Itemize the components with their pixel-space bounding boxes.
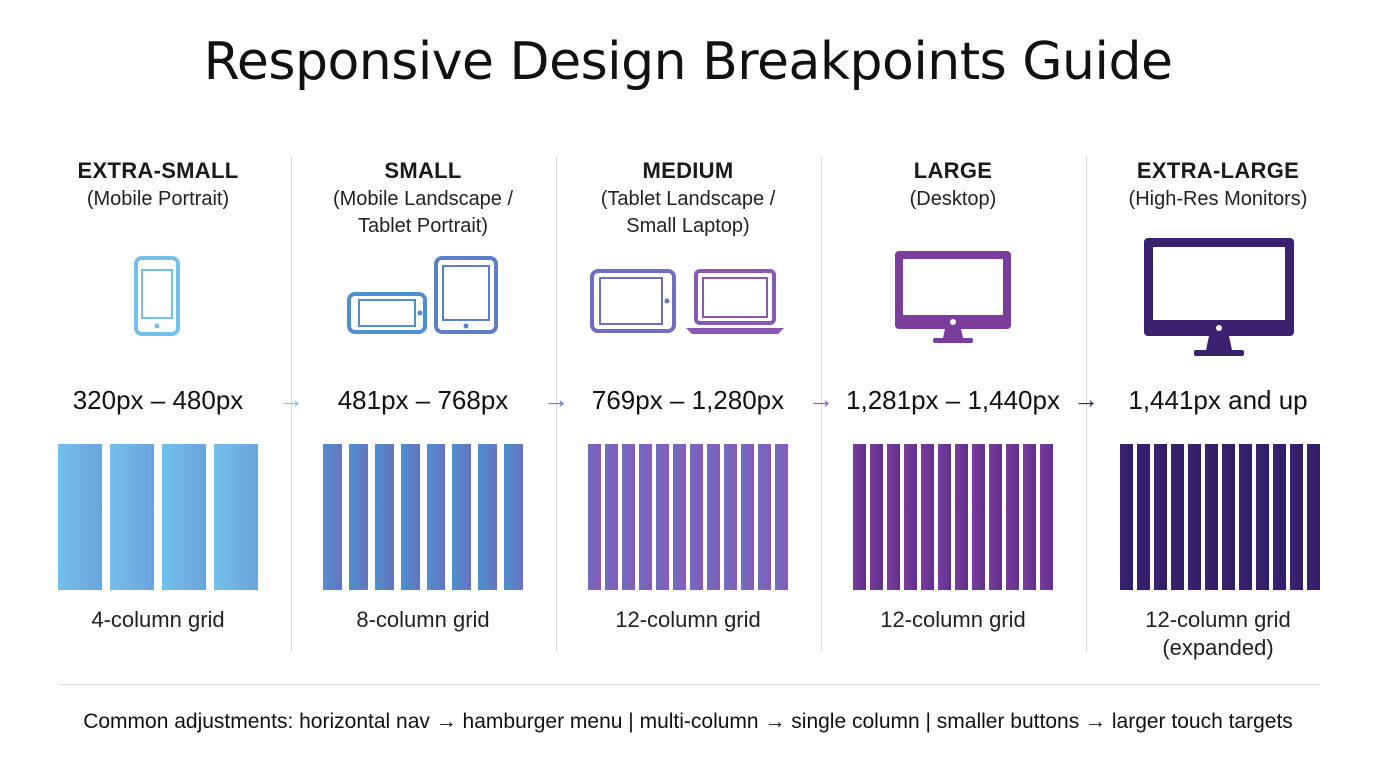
grid-column-bar	[707, 444, 720, 590]
grid-column-bar	[374, 444, 394, 590]
grid-label: 12-column grid	[615, 607, 761, 632]
grid-column-bar	[1290, 444, 1303, 590]
footer-note: Common adjustments: horizontal nav → ham…	[83, 710, 1293, 733]
breakpoint-devices: (Desktop)	[909, 188, 997, 210]
breakpoint-extra-large: EXTRA-LARGE (High-Res Monitors) 1,441px …	[1086, 0, 1350, 768]
grid-label: 12-column grid	[880, 607, 1026, 632]
breakpoint-devices: (Tablet Landscape / Small Laptop)	[600, 188, 776, 237]
grid-column-bar	[724, 444, 737, 590]
grid-column-bar	[1023, 444, 1036, 590]
grid-column-bar	[400, 444, 420, 590]
breakpoint-medium: MEDIUM (Tablet Landscape / Small Laptop)…	[556, 0, 820, 768]
grid-column-bar	[1120, 444, 1133, 590]
smartphone-icon	[26, 238, 290, 362]
breakpoint-range: 1,441px and up	[1128, 385, 1308, 415]
right-arrow-icon: →	[543, 384, 569, 414]
grid-column-bar	[853, 444, 866, 590]
breakpoint-heading: MEDIUM	[642, 158, 734, 183]
grid-column-bar	[214, 444, 258, 590]
grid-column-bar	[605, 444, 618, 590]
breakpoint-devices: (Mobile Landscape / Tablet Portrait)	[332, 188, 514, 237]
grid-label: 8-column grid	[356, 607, 490, 632]
right-arrow-icon: →	[278, 384, 304, 414]
grid-column-bar	[478, 444, 498, 590]
right-arrow-icon: →	[808, 384, 834, 414]
right-arrow-icon: →	[1073, 384, 1099, 414]
page-title: Responsive Design Breakpoints Guide	[203, 32, 1173, 92]
breakpoint-small: SMALL (Mobile Landscape / Tablet Portrai…	[291, 0, 555, 768]
phone-landscape-and-tablet-icon	[291, 238, 555, 362]
grid-column-bar	[673, 444, 686, 590]
grid-column-bar	[1273, 444, 1286, 590]
grid-column-bar	[1154, 444, 1167, 590]
grid-column-bar	[162, 444, 206, 590]
grid-column-bar	[452, 444, 472, 590]
breakpoint-range: 769px – 1,280px	[591, 385, 785, 415]
grid-column-bar	[1222, 444, 1235, 590]
grid-column-bar	[1205, 444, 1218, 590]
grid-column-bar	[1171, 444, 1184, 590]
grid-column-bar	[938, 444, 951, 590]
breakpoint-devices: (High-Res Monitors)	[1128, 188, 1308, 210]
grid-column-bar	[1188, 444, 1201, 590]
grid-column-bar	[775, 444, 788, 590]
grid-column-bar	[1239, 444, 1252, 590]
grid-column-bar	[323, 444, 342, 590]
grid-column-bar	[58, 444, 102, 590]
grid-column-bar	[887, 444, 900, 590]
grid-column-bar	[1256, 444, 1269, 590]
grid-column-bar	[588, 444, 601, 590]
grid-label: 12-column grid (expanded)	[1145, 607, 1291, 660]
grid-column-bar	[639, 444, 652, 590]
large-monitor-icon	[1086, 238, 1350, 362]
grid-column-bar	[504, 444, 523, 590]
grid-column-bar	[110, 444, 154, 590]
grid-column-bar	[1137, 444, 1150, 590]
grid-column-bar	[1307, 444, 1320, 590]
column-grid-preview	[323, 444, 523, 590]
grid-column-bar	[955, 444, 968, 590]
grid-column-bar	[1006, 444, 1019, 590]
column-grid-preview	[588, 444, 788, 590]
breakpoint-range: 1,281px – 1,440px	[846, 385, 1060, 415]
breakpoint-range: 320px – 480px	[72, 385, 244, 415]
column-divider	[291, 156, 292, 652]
grid-column-bar	[348, 444, 368, 590]
column-grid-preview	[58, 444, 258, 590]
breakpoint-heading: EXTRA-LARGE	[1136, 158, 1300, 183]
grid-column-bar	[656, 444, 669, 590]
column-grid-preview	[1120, 444, 1320, 590]
grid-column-bar	[758, 444, 771, 590]
grid-column-bar	[426, 444, 446, 590]
breakpoint-heading: LARGE	[913, 158, 993, 183]
breakpoint-large: LARGE (Desktop) 1,281px – 1,440px 12-col…	[821, 0, 1085, 768]
breakpoint-range: 481px – 768px	[337, 385, 509, 415]
breakpoint-heading: SMALL	[384, 158, 462, 183]
grid-column-bar	[904, 444, 917, 590]
footer-divider	[58, 684, 1320, 685]
breakpoint-extra-small: EXTRA-SMALL (Mobile Portrait) 320px – 48…	[26, 0, 290, 768]
desktop-monitor-icon	[821, 238, 1085, 362]
grid-column-bar	[741, 444, 754, 590]
grid-column-bar	[972, 444, 985, 590]
column-divider	[556, 156, 557, 652]
grid-label: 4-column grid	[91, 607, 225, 632]
column-divider	[1086, 156, 1087, 652]
grid-column-bar	[622, 444, 635, 590]
grid-column-bar	[690, 444, 703, 590]
breakpoint-devices: (Mobile Portrait)	[86, 188, 230, 210]
breakpoint-heading: EXTRA-SMALL	[77, 158, 239, 183]
grid-column-bar	[989, 444, 1002, 590]
grid-column-bar	[1040, 444, 1053, 590]
tablet-and-laptop-icon	[556, 238, 820, 362]
grid-column-bar	[870, 444, 883, 590]
grid-column-bar	[921, 444, 934, 590]
column-grid-preview	[853, 444, 1053, 590]
column-divider	[821, 156, 822, 652]
